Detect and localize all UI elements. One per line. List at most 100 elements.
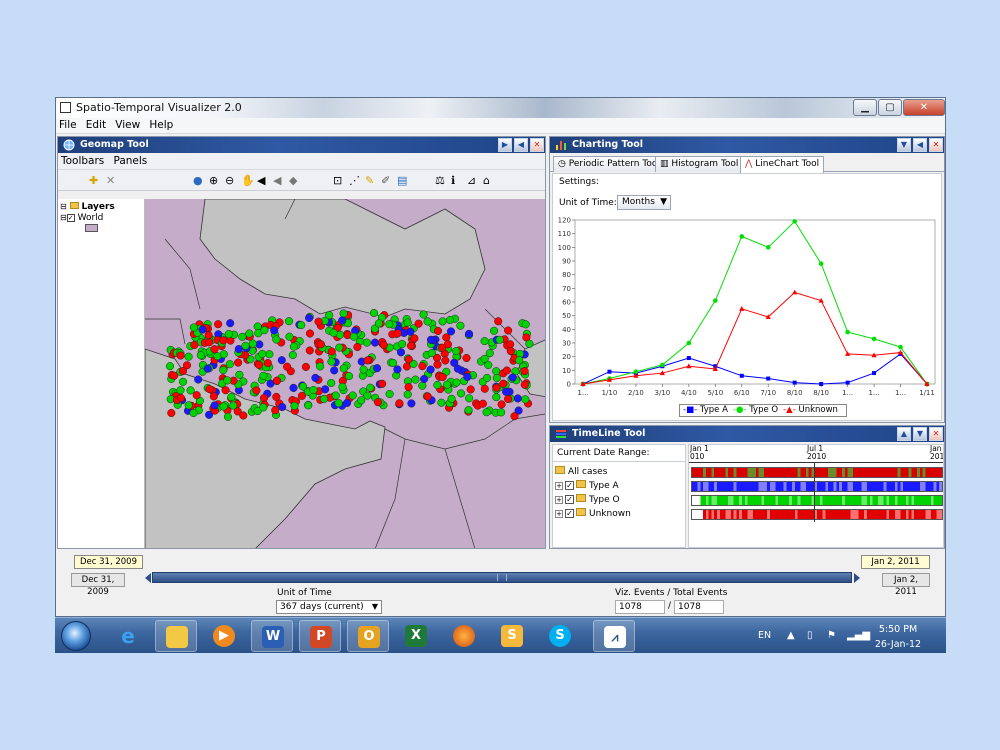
map-event-dot[interactable] — [407, 399, 416, 408]
maximize-button[interactable]: ▢ — [878, 99, 902, 116]
map-event-dot[interactable] — [506, 347, 515, 356]
map-event-dot[interactable] — [438, 317, 447, 326]
map-event-dot[interactable] — [447, 394, 456, 403]
map-event-dot[interactable] — [338, 316, 347, 325]
map-event-dot[interactable] — [209, 392, 218, 401]
map-event-dot[interactable] — [277, 356, 286, 365]
map-event-dot[interactable] — [305, 313, 314, 323]
taskbar-explorer[interactable] — [155, 620, 197, 652]
map-canvas[interactable] — [145, 199, 545, 548]
map-event-dot[interactable] — [343, 398, 352, 407]
taskbar-word[interactable]: W — [251, 620, 293, 652]
map-event-dot[interactable] — [334, 399, 343, 408]
map-event-dot[interactable] — [514, 406, 523, 415]
map-event-dot[interactable] — [480, 384, 489, 393]
map-event-dot[interactable] — [248, 339, 257, 348]
data-point[interactable] — [898, 344, 903, 350]
data-point[interactable] — [686, 363, 692, 369]
map-event-dot[interactable] — [420, 374, 429, 384]
data-point[interactable] — [792, 289, 798, 295]
map-event-dot[interactable] — [304, 401, 313, 410]
map-event-dot[interactable] — [398, 339, 407, 349]
map-event-dot[interactable] — [521, 320, 530, 329]
timeline-expand-icon[interactable]: ▲ — [897, 427, 911, 441]
menu-view[interactable]: View — [115, 119, 141, 131]
map-event-dot[interactable] — [170, 371, 179, 380]
map-event-dot[interactable] — [176, 386, 185, 395]
map-event-dot[interactable] — [521, 395, 530, 404]
map-event-dot[interactable] — [508, 373, 517, 382]
map-event-dot[interactable] — [182, 361, 192, 370]
map-event-dot[interactable] — [480, 354, 489, 363]
map-event-dot[interactable] — [221, 386, 230, 395]
map-event-dot[interactable] — [259, 371, 268, 380]
map-event-dot[interactable] — [450, 358, 459, 367]
data-point[interactable] — [633, 369, 639, 374]
map-event-dot[interactable] — [463, 372, 472, 381]
taskbar-skype[interactable]: S — [539, 620, 581, 652]
map-event-dot[interactable] — [205, 385, 214, 394]
map-event-dot[interactable] — [453, 364, 462, 373]
map-event-dot[interactable] — [321, 385, 330, 394]
taskbar-sumatra[interactable]: S — [491, 620, 533, 652]
map-event-dot[interactable] — [219, 336, 228, 345]
map-event-dot[interactable] — [396, 348, 406, 357]
expand-icon[interactable]: + — [555, 496, 563, 504]
map-event-dot[interactable] — [490, 326, 499, 335]
map-event-dot[interactable] — [278, 402, 287, 412]
menu-edit[interactable]: Edit — [85, 119, 107, 131]
map-event-dot[interactable] — [289, 342, 298, 351]
map-event-dot[interactable] — [297, 391, 306, 400]
map-event-dot[interactable] — [167, 408, 176, 418]
map-event-dot[interactable] — [252, 386, 261, 395]
map-event-dot[interactable] — [418, 381, 427, 390]
map-event-dot[interactable] — [205, 410, 214, 419]
data-point[interactable] — [660, 362, 665, 368]
taskbar-ie[interactable]: e — [107, 620, 149, 652]
type-o-checkbox[interactable]: ✓ — [565, 495, 574, 504]
map-event-dot[interactable] — [178, 367, 187, 376]
data-point[interactable] — [845, 380, 850, 385]
tab-periodic-pattern[interactable]: ◷ Periodic Pattern Tool — [553, 156, 665, 172]
time-range-slider[interactable] — [152, 572, 852, 583]
map-event-dot[interactable] — [335, 343, 344, 352]
map-event-dot[interactable] — [520, 380, 529, 389]
back-icon[interactable]: ◀ — [257, 174, 266, 187]
map-event-dot[interactable] — [227, 392, 236, 402]
tray-battery-icon[interactable]: ▯ — [807, 630, 813, 641]
map-event-dot[interactable] — [423, 392, 432, 401]
highlight-icon[interactable]: ✎ — [365, 174, 375, 187]
map-event-dot[interactable] — [446, 327, 456, 336]
map-event-dot[interactable] — [271, 406, 280, 415]
geomap-menu-toolbars[interactable]: Toolbars — [61, 155, 105, 167]
menu-help[interactable]: Help — [149, 119, 174, 131]
map-event-dot[interactable] — [253, 407, 262, 416]
map-event-dot[interactable] — [263, 359, 272, 368]
taskbar-outlook[interactable]: O — [347, 620, 389, 652]
map-event-dot[interactable] — [426, 335, 436, 344]
map-event-dot[interactable] — [331, 391, 340, 400]
reset-icon[interactable]: ◆ — [289, 174, 298, 187]
tree-type-o[interactable]: + ✓ Type O — [555, 494, 620, 507]
taskbar-firefox[interactable] — [443, 620, 485, 652]
map-event-dot[interactable] — [338, 382, 347, 391]
map-event-dot[interactable] — [272, 335, 281, 344]
tray-language[interactable]: EN — [758, 630, 772, 641]
map-event-dot[interactable] — [260, 326, 269, 335]
map-event-dot[interactable] — [492, 393, 501, 402]
map-event-dot[interactable] — [443, 380, 452, 389]
data-point[interactable] — [845, 329, 850, 335]
map-event-dot[interactable] — [385, 389, 394, 399]
map-event-dot[interactable] — [393, 329, 402, 338]
tab-histogram[interactable]: ▥ Histogram Tool — [655, 156, 744, 172]
tree-all-cases[interactable]: All cases — [555, 466, 607, 479]
map-event-dot[interactable] — [480, 337, 489, 346]
map-event-dot[interactable] — [414, 319, 423, 328]
data-point[interactable] — [765, 314, 771, 320]
map-event-dot[interactable] — [403, 390, 412, 399]
map-event-dot[interactable] — [456, 321, 465, 330]
map-event-dot[interactable] — [456, 389, 466, 398]
map-event-dot[interactable] — [290, 401, 299, 410]
map-event-dot[interactable] — [238, 332, 247, 341]
data-point[interactable] — [897, 349, 904, 355]
